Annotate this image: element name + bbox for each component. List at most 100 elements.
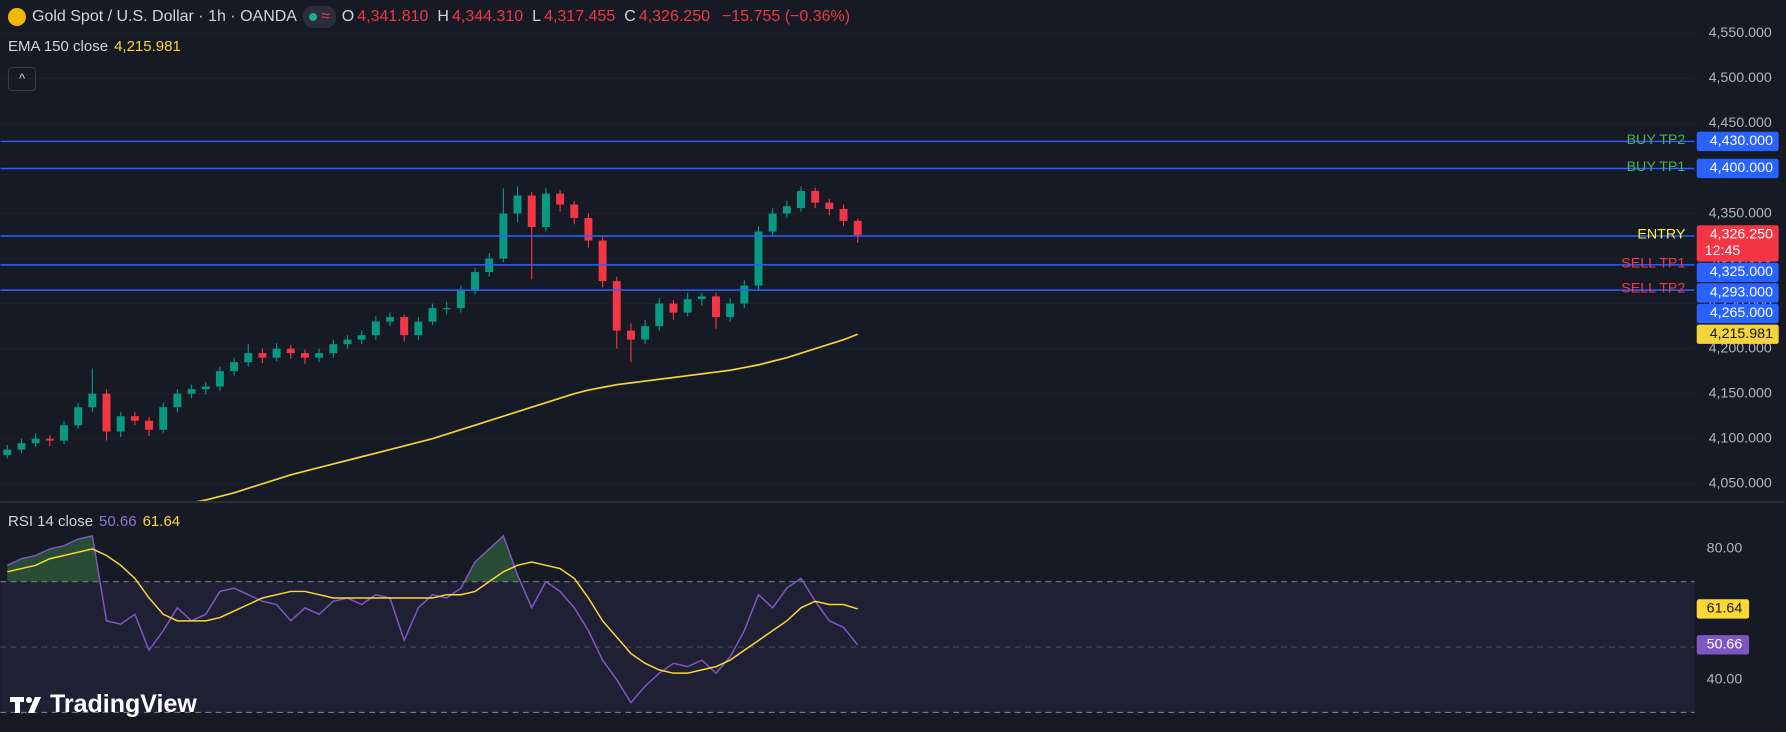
candle-body	[74, 407, 83, 426]
candle-body	[669, 303, 678, 313]
level-price-label: 4,430.000	[1710, 133, 1773, 149]
rsi-value-label: 50.66	[1707, 637, 1743, 653]
ohlc-key: H	[437, 8, 449, 25]
candle-body	[414, 321, 423, 336]
collapse-button[interactable]: ^	[8, 67, 36, 91]
candle-body	[513, 195, 522, 214]
candle-body	[88, 393, 97, 408]
candle-body	[173, 393, 182, 408]
level-name: BUY TP2	[1627, 132, 1686, 148]
candle-body	[754, 231, 763, 286]
candle-body	[853, 220, 862, 235]
candle-body	[215, 371, 224, 387]
level-price-label: 4,265.000	[1710, 305, 1773, 321]
rsi-label-bg	[1696, 635, 1750, 655]
price-pane: BUY TP2 BUY TP1 ENTRY SELL TP1 SELL TP2	[0, 32, 1695, 501]
price-label-bg	[1696, 283, 1779, 303]
symbol: Gold Spot / U.S. Dollar · 1h · OANDA	[32, 8, 297, 25]
level-name: SELL TP1	[1621, 255, 1685, 271]
price-label-bg	[1696, 158, 1779, 179]
candle-body	[456, 290, 465, 309]
price-label-bg	[1696, 131, 1779, 152]
candle-body	[655, 303, 664, 327]
candle-body	[570, 204, 579, 219]
candle-body	[371, 321, 380, 336]
status-badge[interactable]: ≈	[302, 6, 336, 28]
price-label-bg	[1696, 225, 1779, 262]
candle-body	[541, 193, 550, 228]
ohlc-key: O	[341, 8, 355, 25]
symbol-header: Gold Spot / U.S. Dollar · 1h · OANDA ≈ O…	[8, 6, 850, 28]
candle-body	[386, 317, 394, 322]
candle-body	[811, 190, 820, 203]
price-label-bg	[1696, 262, 1779, 283]
candle-body	[711, 296, 720, 318]
candle-body	[726, 303, 735, 318]
candle-body	[471, 272, 480, 291]
y-tick-label: 4,100.000	[1709, 431, 1772, 447]
candle-body	[442, 308, 451, 310]
y-tick-label: 4,450.000	[1709, 115, 1772, 131]
rsi-tick-label: 80.00	[1707, 541, 1743, 557]
last-price-label: 4,326.250	[1710, 227, 1773, 243]
candle-body	[17, 443, 26, 450]
ema-name: EMA 150 close	[8, 38, 109, 55]
y-tick-label: 4,200.000	[1709, 340, 1772, 356]
rsi-title: RSI 14 close	[8, 513, 94, 530]
candle-body	[102, 393, 111, 432]
candle-body	[201, 386, 210, 390]
candle-body	[400, 317, 409, 336]
brand-logo	[10, 696, 41, 713]
price-axis: 4,050.0004,100.0004,150.0004,200.0004,25…	[1696, 25, 1779, 687]
ohlc-key: C	[624, 8, 636, 25]
rsi-pane	[0, 534, 1695, 713]
branding[interactable]: TradingView	[10, 690, 197, 719]
candle-body	[31, 438, 40, 444]
rsi-line	[7, 548, 858, 674]
candle-body	[315, 353, 324, 358]
rsi-line	[7, 534, 859, 704]
level-name: BUY TP1	[1627, 159, 1686, 175]
candle-body	[343, 339, 352, 345]
ohlc-value: 4,317.455	[544, 8, 616, 25]
candle-body	[272, 348, 281, 358]
candle-body	[258, 353, 267, 358]
candle-body	[300, 353, 309, 358]
candle-body	[116, 416, 125, 432]
y-tick-label: 4,150.000	[1709, 385, 1772, 401]
candle-body	[187, 389, 196, 394]
candle-body	[159, 407, 168, 430]
rsi-label-bg	[1696, 599, 1750, 619]
candle-body	[584, 218, 593, 241]
overbought-fill	[7, 535, 858, 582]
ema-line	[196, 333, 859, 501]
candle-body	[641, 326, 650, 340]
candle-body	[556, 193, 565, 205]
candle-body	[782, 206, 791, 214]
candle-body	[768, 213, 777, 232]
y-tick-label: 4,050.000	[1709, 476, 1772, 492]
candle-body	[839, 209, 848, 221]
candle-body	[329, 344, 338, 354]
candle-body	[145, 420, 154, 430]
rsi-ma-value: 61.64	[142, 513, 181, 530]
ema-value: 4,215.981	[114, 38, 181, 55]
price-label-bg	[1696, 324, 1779, 344]
rsi-value: 50.66	[99, 513, 137, 530]
level-price-label: 4,293.000	[1710, 285, 1773, 301]
candle-body	[527, 195, 536, 228]
ohlc-key: L	[532, 8, 542, 25]
candle-body	[60, 425, 68, 441]
candle-body	[45, 438, 54, 441]
rsi-legend: RSI 14 close 50.66 61.64	[8, 513, 180, 530]
rsi-tick-label: 40.00	[1707, 671, 1743, 687]
price-change: −15.755 (−0.36%)	[722, 8, 851, 25]
candle-body	[286, 348, 295, 354]
ohlc-value: 4,326.250	[638, 8, 710, 25]
candle-body	[797, 190, 806, 209]
y-tick-label: 4,550.000	[1709, 25, 1772, 41]
level-name: SELL TP2	[1621, 281, 1685, 297]
candle-body	[357, 335, 366, 340]
